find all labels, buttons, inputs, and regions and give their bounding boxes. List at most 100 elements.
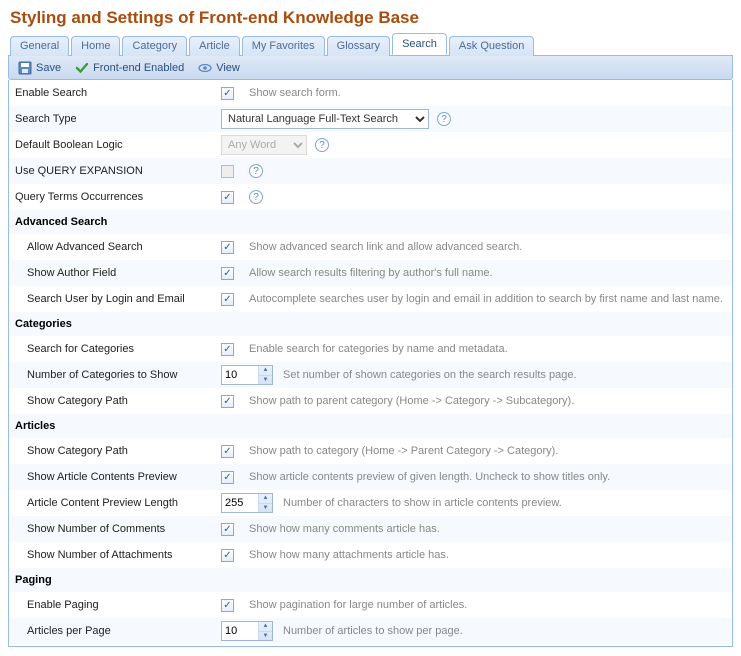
- row-show-author: Show Author Field ✓ Allow search results…: [9, 260, 732, 286]
- tab-my-favorites[interactable]: My Favorites: [242, 36, 325, 56]
- save-button[interactable]: Save: [13, 59, 66, 77]
- row-search-type: Search Type Natural Language Full-Text S…: [9, 106, 732, 132]
- desc-art-preview: Show article contents preview of given l…: [249, 471, 732, 483]
- view-button[interactable]: View: [193, 59, 245, 77]
- label-enable-paging: Enable Paging: [9, 599, 221, 611]
- help-icon[interactable]: ?: [249, 164, 263, 178]
- desc-allow-advanced: Show advanced search link and allow adva…: [249, 241, 732, 253]
- row-enable-paging: Enable Paging ✓ Show pagination for larg…: [9, 592, 732, 618]
- label-search-categories: Search for Categories: [9, 343, 221, 355]
- tab-ask-question[interactable]: Ask Question: [449, 36, 534, 56]
- spinner-articles-per-page[interactable]: ▲▼: [221, 621, 273, 641]
- checkbox-art-preview[interactable]: ✓: [221, 471, 234, 484]
- tab-home[interactable]: Home: [71, 36, 120, 56]
- label-query-expansion: Use QUERY EXPANSION: [9, 165, 221, 177]
- desc-num-comments: Show how many comments article has.: [249, 523, 732, 535]
- desc-enable-search: Show search form.: [249, 87, 732, 99]
- help-icon[interactable]: ?: [249, 190, 263, 204]
- tab-general[interactable]: General: [10, 36, 69, 56]
- spinner-down-icon[interactable]: ▼: [259, 632, 272, 641]
- help-icon[interactable]: ?: [437, 112, 451, 126]
- checkbox-enable-paging[interactable]: ✓: [221, 599, 234, 612]
- settings-panel: Enable Search ✓ Show search form. Search…: [8, 80, 733, 647]
- checkbox-search-user[interactable]: ✓: [221, 293, 234, 306]
- tab-search[interactable]: Search: [392, 33, 447, 55]
- desc-art-preview-len: Number of characters to show in article …: [283, 497, 568, 509]
- frontend-enabled-button[interactable]: Front-end Enabled: [70, 59, 189, 77]
- row-enable-search: Enable Search ✓ Show search form.: [9, 80, 732, 106]
- disk-icon: [18, 61, 32, 75]
- row-boolean-logic: Default Boolean Logic Any Word ?: [9, 132, 732, 158]
- tab-article[interactable]: Article: [189, 36, 240, 56]
- row-art-cat-path: Show Category Path ✓ Show path to catego…: [9, 438, 732, 464]
- check-icon: [75, 61, 89, 75]
- toolbar: Save Front-end Enabled View: [8, 56, 733, 80]
- label-boolean-logic: Default Boolean Logic: [9, 139, 221, 151]
- row-num-comments: Show Number of Comments ✓ Show how many …: [9, 516, 732, 542]
- checkbox-search-categories[interactable]: ✓: [221, 343, 234, 356]
- input-art-preview-len[interactable]: [222, 494, 258, 512]
- checkbox-art-cat-path[interactable]: ✓: [221, 445, 234, 458]
- section-advanced-search: Advanced Search: [9, 210, 732, 234]
- row-num-attachments: Show Number of Attachments ✓ Show how ma…: [9, 542, 732, 568]
- label-show-author: Show Author Field: [9, 267, 221, 279]
- spinner-down-icon[interactable]: ▼: [259, 376, 272, 385]
- spinner-num-categories[interactable]: ▲▼: [221, 365, 273, 385]
- row-art-preview-len: Article Content Preview Length ▲▼ Number…: [9, 490, 732, 516]
- desc-num-categories: Set number of shown categories on the se…: [283, 369, 583, 381]
- desc-search-user: Autocomplete searches user by login and …: [249, 293, 732, 305]
- row-search-user: Search User by Login and Email ✓ Autocom…: [9, 286, 732, 312]
- spinner-up-icon[interactable]: ▲: [259, 366, 272, 376]
- desc-show-cat-path: Show path to parent category (Home -> Ca…: [249, 395, 732, 407]
- tab-bar: General Home Category Article My Favorit…: [8, 34, 733, 56]
- checkbox-num-attachments[interactable]: ✓: [221, 549, 234, 562]
- desc-art-cat-path: Show path to category (Home -> Parent Ca…: [249, 445, 732, 457]
- label-num-attachments: Show Number of Attachments: [9, 549, 221, 561]
- label-art-preview-len: Article Content Preview Length: [9, 497, 221, 509]
- label-articles-per-page: Articles per Page: [9, 625, 221, 637]
- label-show-cat-path: Show Category Path: [9, 395, 221, 407]
- row-show-cat-path: Show Category Path ✓ Show path to parent…: [9, 388, 732, 414]
- label-art-preview: Show Article Contents Preview: [9, 471, 221, 483]
- save-label: Save: [36, 62, 61, 74]
- select-boolean-logic: Any Word: [221, 135, 307, 155]
- checkbox-show-author[interactable]: ✓: [221, 267, 234, 280]
- section-paging: Paging: [9, 568, 732, 592]
- row-search-categories: Search for Categories ✓ Enable search fo…: [9, 336, 732, 362]
- page-title: Styling and Settings of Front-end Knowle…: [10, 8, 733, 28]
- eye-icon: [198, 61, 212, 75]
- checkbox-query-expansion: [221, 165, 234, 178]
- desc-articles-per-page: Number of articles to show per page.: [283, 625, 469, 637]
- help-icon[interactable]: ?: [315, 138, 329, 152]
- input-articles-per-page[interactable]: [222, 622, 258, 640]
- tab-glossary[interactable]: Glossary: [327, 36, 390, 56]
- spinner-up-icon[interactable]: ▲: [259, 494, 272, 504]
- spinner-down-icon[interactable]: ▼: [259, 504, 272, 513]
- desc-search-categories: Enable search for categories by name and…: [249, 343, 732, 355]
- checkbox-query-terms[interactable]: ✓: [221, 191, 234, 204]
- section-categories: Categories: [9, 312, 732, 336]
- view-label: View: [216, 62, 240, 74]
- row-art-preview: Show Article Contents Preview ✓ Show art…: [9, 464, 732, 490]
- row-articles-per-page: Articles per Page ▲▼ Number of articles …: [9, 618, 732, 644]
- spinner-art-preview-len[interactable]: ▲▼: [221, 493, 273, 513]
- checkbox-num-comments[interactable]: ✓: [221, 523, 234, 536]
- checkbox-enable-search[interactable]: ✓: [221, 87, 234, 100]
- label-search-user: Search User by Login and Email: [9, 293, 221, 305]
- label-art-cat-path: Show Category Path: [9, 445, 221, 457]
- select-search-type[interactable]: Natural Language Full-Text Search: [221, 109, 429, 129]
- tab-category[interactable]: Category: [122, 36, 187, 56]
- spinner-up-icon[interactable]: ▲: [259, 622, 272, 632]
- label-search-type: Search Type: [9, 113, 221, 125]
- label-query-terms: Query Terms Occurrences: [9, 191, 221, 203]
- label-allow-advanced: Allow Advanced Search: [9, 241, 221, 253]
- row-allow-advanced: Allow Advanced Search ✓ Show advanced se…: [9, 234, 732, 260]
- checkbox-allow-advanced[interactable]: ✓: [221, 241, 234, 254]
- row-query-terms: Query Terms Occurrences ✓ ?: [9, 184, 732, 210]
- row-query-expansion: Use QUERY EXPANSION ?: [9, 158, 732, 184]
- checkbox-show-cat-path[interactable]: ✓: [221, 395, 234, 408]
- section-articles: Articles: [9, 414, 732, 438]
- desc-num-attachments: Show how many attachments article has.: [249, 549, 732, 561]
- input-num-categories[interactable]: [222, 366, 258, 384]
- desc-enable-paging: Show pagination for large number of arti…: [249, 599, 732, 611]
